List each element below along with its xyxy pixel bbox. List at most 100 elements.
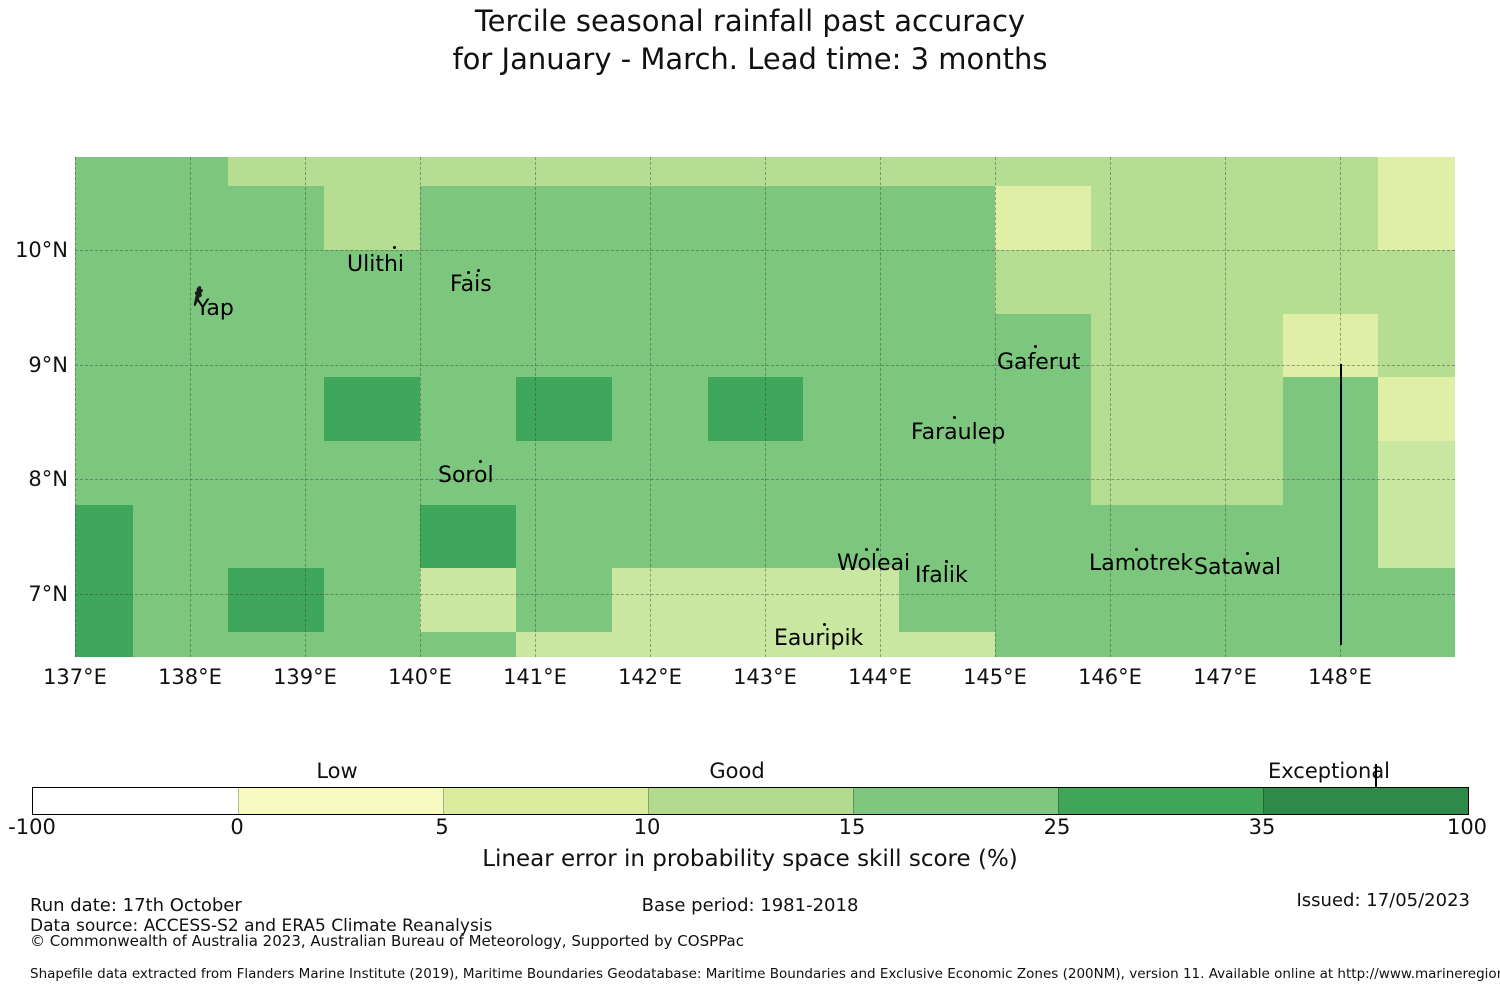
- island-marker-dot: [945, 560, 948, 563]
- island-label-fais: Fais: [450, 272, 492, 297]
- heatmap-cell: [132, 568, 229, 633]
- colorbar: [32, 787, 1469, 815]
- longitude-gridline: [650, 157, 651, 657]
- colorbar-boundary-label: 0: [230, 815, 244, 839]
- heatmap-cell: [803, 504, 900, 570]
- heatmap-cell: [420, 504, 517, 570]
- x-tick-label: 140°E: [388, 665, 452, 689]
- heatmap-cell: [75, 632, 134, 657]
- heatmap-cell: [611, 249, 709, 315]
- x-tick-label: 139°E: [273, 665, 337, 689]
- heatmap-cell: [611, 632, 709, 657]
- heatmap-cell: [611, 186, 709, 251]
- heatmap-cell: [611, 157, 709, 187]
- heatmap-cell: [995, 568, 1092, 633]
- colorbar-axis-label: Linear error in probability space skill …: [482, 846, 1018, 872]
- heatmap-cell: [611, 568, 709, 633]
- heatmap-cell: [1282, 504, 1379, 570]
- island-marker-dot: [393, 246, 396, 249]
- heatmap-cell: [1378, 504, 1455, 570]
- heatmap-cell: [1186, 568, 1284, 633]
- heatmap-cell: [515, 441, 613, 506]
- heatmap-cell: [1378, 313, 1455, 378]
- heatmap-cell: [1282, 313, 1379, 378]
- heatmap-cell: [803, 313, 900, 378]
- heatmap-cell: [515, 568, 613, 633]
- colorbar-boundary-label: 100: [1446, 815, 1488, 839]
- heatmap-cell: [707, 568, 804, 633]
- island-label-ulithi: Ulithi: [347, 252, 405, 277]
- heatmap-cell: [1282, 157, 1379, 187]
- island-label-lamotrek: Lamotrek: [1089, 551, 1194, 576]
- island-marker-dot: [479, 460, 482, 463]
- heatmap-cell: [995, 504, 1092, 570]
- heatmap-cell: [899, 313, 996, 378]
- colorbar-boundary-label: 10: [633, 815, 661, 839]
- y-tick-label: 7°N: [28, 581, 68, 606]
- x-tick-label: 144°E: [848, 665, 912, 689]
- heatmap-cell: [1378, 632, 1455, 657]
- heatmap-cell: [228, 186, 325, 251]
- heatmap-cell: [132, 157, 229, 187]
- heatmap-cell: [1186, 249, 1284, 315]
- heatmap-cell: [899, 157, 996, 187]
- heatmap-cell: [899, 632, 996, 657]
- heatmap-cell: [1090, 504, 1188, 570]
- issued-date-text: Issued: 17/05/2023: [1296, 890, 1470, 911]
- base-period-text: Base period: 1981-2018: [641, 895, 859, 916]
- heatmap-cell: [1378, 157, 1455, 187]
- island-label-faraulep: Faraulep: [911, 420, 1006, 445]
- colorbar-category-label-good: Good: [709, 759, 765, 783]
- heatmap-cell: [803, 249, 900, 315]
- heatmap-cell: [707, 632, 804, 657]
- island-label-yap: Yap: [196, 296, 234, 321]
- heatmap-cell: [803, 441, 900, 506]
- heatmap-cell: [1186, 504, 1284, 570]
- heatmap-cell: [1282, 186, 1379, 251]
- heatmap-cell: [707, 377, 804, 442]
- heatmap-cell: [228, 632, 325, 657]
- latitude-gridline: [75, 479, 1455, 481]
- heatmap-cell: [899, 441, 996, 506]
- heatmap-cell: [1186, 377, 1284, 442]
- heatmap-cell: [1378, 249, 1455, 315]
- heatmap-cell: [228, 568, 325, 633]
- island-marker-dot: [467, 271, 470, 274]
- heatmap-cell: [324, 377, 421, 442]
- colorbar-boundary-label: 5: [435, 815, 449, 839]
- colorbar-category-label-low: Low: [316, 759, 358, 783]
- heatmap-cell: [132, 377, 229, 442]
- island-marker-dot: [953, 416, 956, 419]
- heatmap-cell: [611, 313, 709, 378]
- colorbar-segment: [1058, 788, 1263, 814]
- heatmap-cell: [1282, 568, 1379, 633]
- y-tick-label: 9°N: [28, 352, 68, 377]
- island-marker-dot: [1246, 552, 1249, 555]
- colorbar-segment: [853, 788, 1058, 814]
- island-label-satawal: Satawal: [1194, 555, 1282, 580]
- heatmap-cell: [228, 377, 325, 442]
- colorbar-segment: [33, 788, 238, 814]
- colorbar-segment: [443, 788, 648, 814]
- heatmap-cell: [132, 441, 229, 506]
- heatmap-cell: [228, 157, 325, 187]
- heatmap-cell: [1186, 186, 1284, 251]
- latitude-gridline: [75, 249, 1455, 251]
- heatmap-cell: [707, 186, 804, 251]
- island-marker-dot: [1034, 345, 1037, 348]
- eez-boundary-line: [1340, 364, 1342, 645]
- chart-title-line1: Tercile seasonal rainfall past accuracy: [474, 4, 1026, 38]
- heatmap-cell: [707, 157, 804, 187]
- longitude-gridline: [765, 157, 766, 657]
- run-date-text: Run date: 17th October: [30, 895, 242, 916]
- longitude-gridline: [880, 157, 881, 657]
- heatmap-cell: [803, 568, 900, 633]
- heatmap-cell: [515, 504, 613, 570]
- heatmap-cell: [420, 632, 517, 657]
- heatmap-cell: [1090, 377, 1188, 442]
- colorbar-boundary-label: 35: [1248, 815, 1276, 839]
- heatmap-cell: [899, 377, 996, 442]
- heatmap-cell: [995, 249, 1092, 315]
- y-tick-label: 8°N: [28, 467, 68, 492]
- island-label-woleai: Woleai: [837, 551, 911, 576]
